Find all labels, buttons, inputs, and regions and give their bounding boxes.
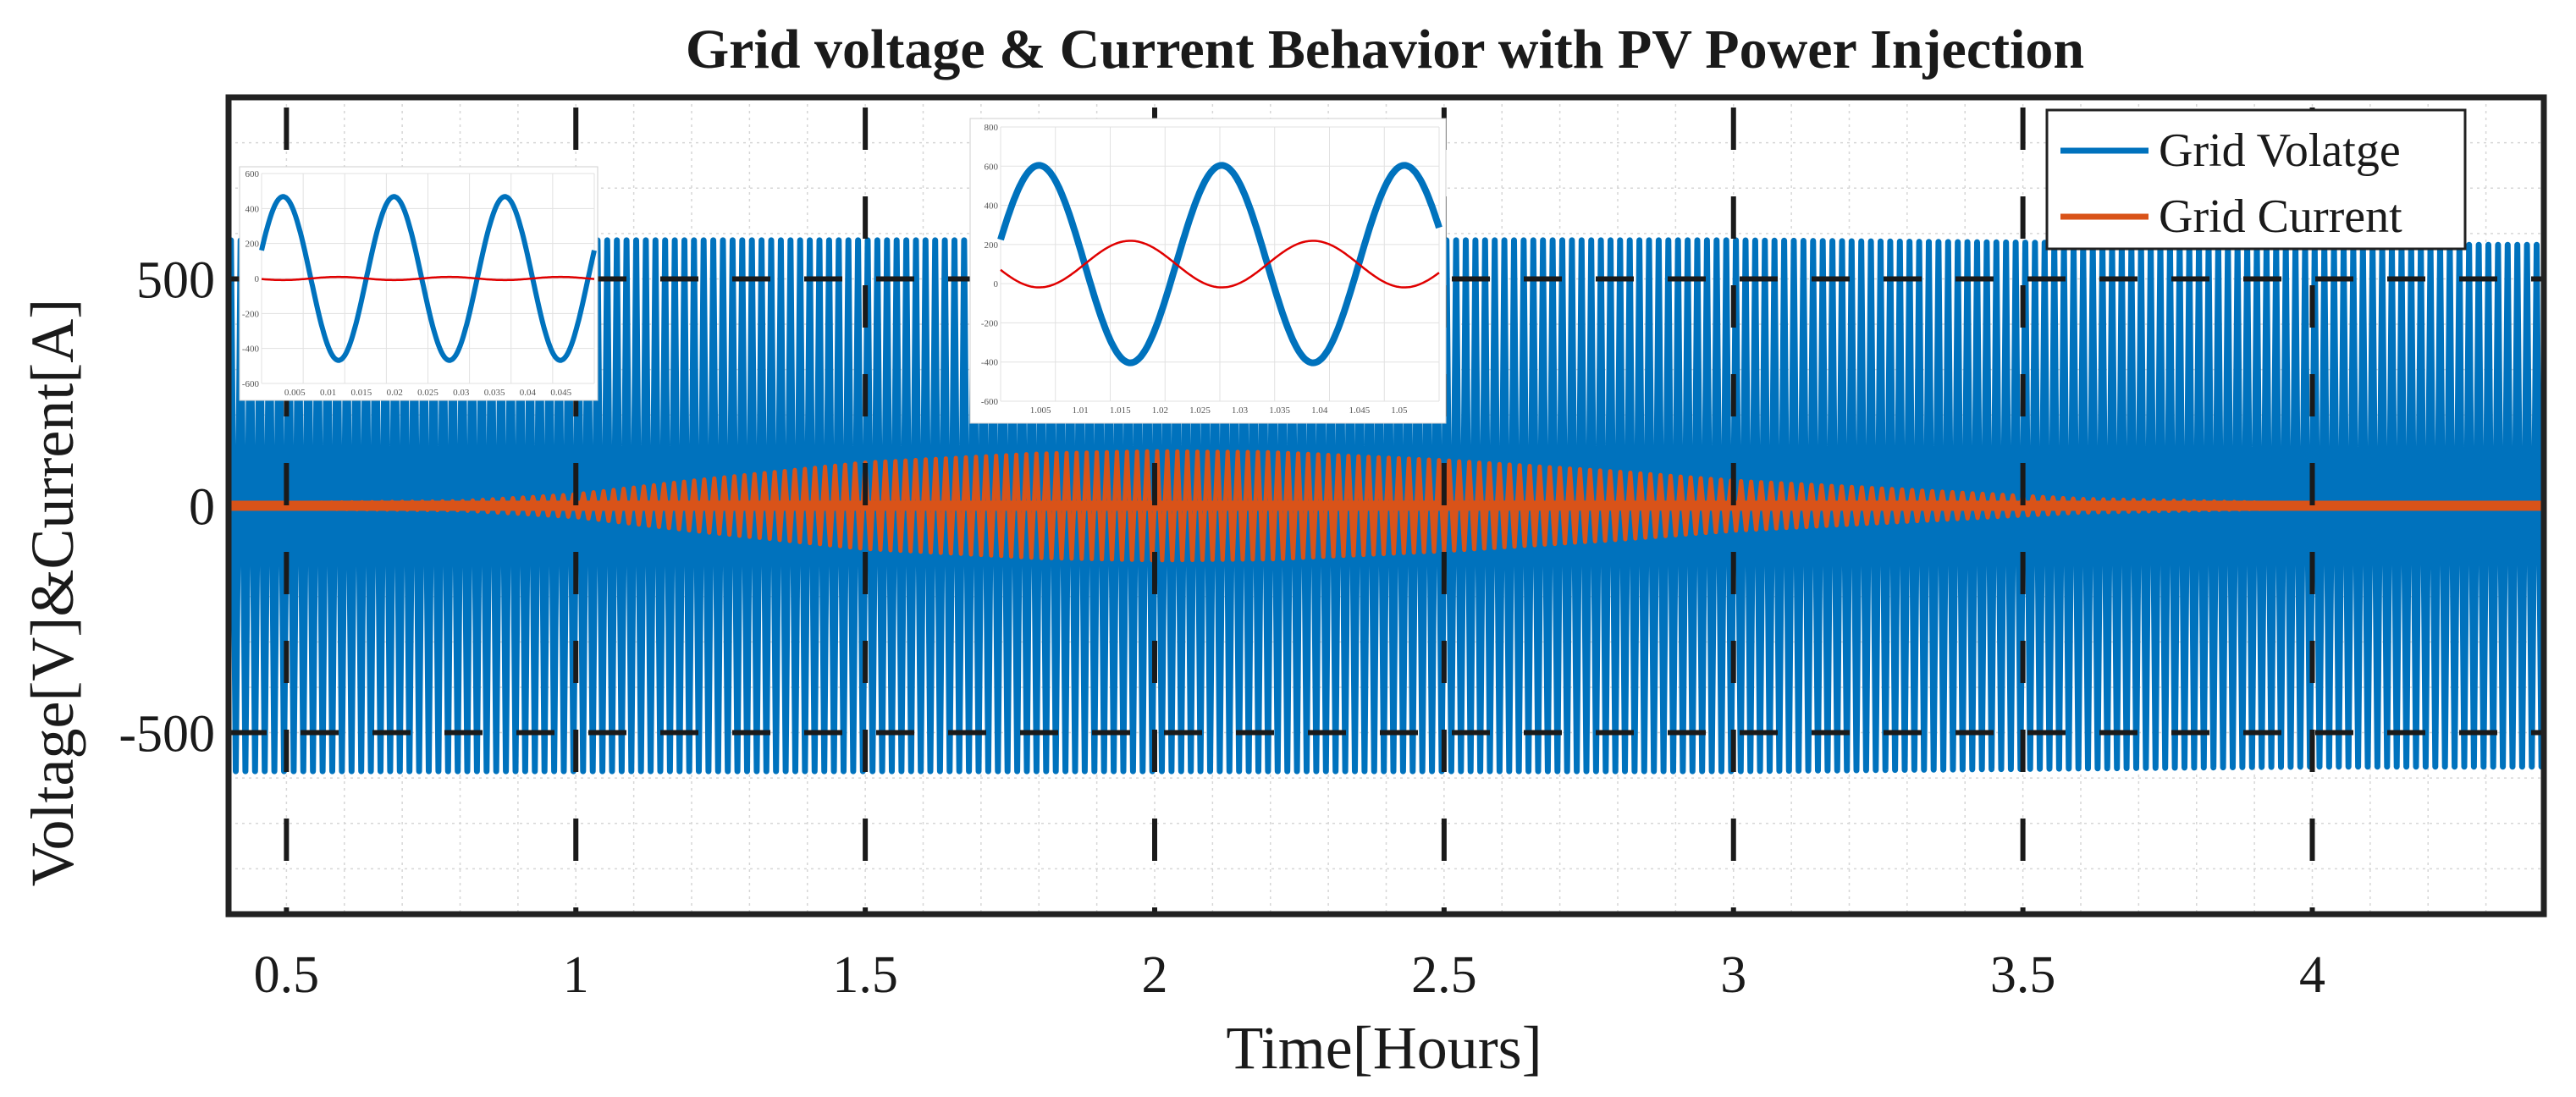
inset-center-voltage-line: [997, 162, 1442, 367]
inset-center-y-tick-label: -200: [981, 318, 999, 328]
x-tick-label: 0.5: [254, 946, 320, 1004]
y-tick-label: 0: [189, 479, 215, 537]
inset-left-y-tick-label: -600: [242, 379, 260, 389]
x-axis-label: Time[Hours]: [1226, 1014, 1542, 1082]
inset-left-current-line: [261, 275, 595, 282]
inset-left-x-tick-label: 0.015: [351, 388, 372, 398]
inset-center-x-tick-label: 1.03: [1232, 405, 1249, 416]
inset-center-x-tick-label: 1.005: [1030, 405, 1051, 416]
inset-left-x-tick-label: 0.03: [453, 388, 470, 398]
x-tick-label: 1: [563, 946, 589, 1004]
y-tick-label: -500: [119, 706, 215, 763]
inset-center-x-tick-label: 1.015: [1110, 405, 1131, 416]
legend: Grid Volatge Grid Current: [2045, 108, 2467, 251]
x-tick-label: 2: [1142, 946, 1168, 1004]
x-tick-label: 4: [2299, 946, 2325, 1004]
inset-left-y-tick-label: 200: [245, 240, 260, 250]
y-axis-label: Voltage[V]&Current[A]: [19, 299, 86, 886]
inset-left-x-tick-label: 0.025: [417, 388, 439, 398]
inset-center-y-tick-label: 800: [985, 123, 999, 133]
legend-label-current: Grid Current: [2159, 190, 2402, 243]
inset-left-frame: [239, 166, 598, 401]
inset-left-x-tick-label: 0.02: [387, 388, 403, 398]
inset-left-x-tick-label: 0.035: [484, 388, 505, 398]
legend-label-voltage: Grid Volatge: [2159, 124, 2401, 177]
inset-left-y-tick-label: 400: [245, 204, 260, 214]
inset-left-x-tick-label: 0.01: [320, 388, 336, 398]
inset-center-y-tick-label: 600: [985, 162, 999, 172]
chart-title: Grid voltage & Current Behavior with PV …: [686, 19, 2084, 80]
inset-left: 600 400 200 0 -200 -400 -600 0.005 0.01 0.015 0.02…: [239, 166, 598, 401]
inset-left-voltage-line: [259, 194, 597, 363]
x-tick-label: 2.5: [1411, 946, 1477, 1004]
inset-center-y-tick-label: 400: [985, 201, 999, 212]
inset-left-x-tick-label: 0.04: [520, 388, 537, 398]
inset-center-y-tick-label: -600: [981, 397, 999, 407]
inset-center-y-tick-label: -400: [981, 358, 999, 368]
inset-left-x-tick-label: 0.005: [284, 388, 306, 398]
inset-center-current-line: [1000, 240, 1440, 289]
inset-center-x-tick-label: 1.05: [1391, 405, 1408, 416]
inset-center-y-tick-label: 0: [994, 279, 999, 289]
inset-center-x-tick-label: 1.02: [1152, 405, 1168, 416]
x-tick-label: 1.5: [832, 946, 898, 1004]
x-tick-label: 3: [1720, 946, 1746, 1004]
y-tick-label: 500: [136, 251, 215, 309]
inset-left-y-tick-label: -400: [242, 345, 260, 355]
inset-center-x-tick-label: 1.035: [1269, 405, 1290, 416]
inset-center: 800 600 400 200 0 -200 -400 -600 1.005 1.01 1.015 1…: [969, 118, 1447, 424]
inset-left-y-tick-label: 0: [255, 274, 260, 284]
inset-center-x-tick-label: 1.045: [1349, 405, 1370, 416]
x-tick-label: 3.5: [1990, 946, 2056, 1004]
series-group: [229, 237, 2544, 775]
axes-box: [225, 94, 2547, 918]
inset-left-y-tick-label: 600: [245, 169, 260, 179]
legend-box: [2045, 108, 2467, 251]
inset-center-x-tick-label: 1.025: [1189, 405, 1211, 416]
inset-left-x-tick-label: 0.045: [550, 388, 571, 398]
inset-center-x-tick-label: 1.04: [1311, 405, 1328, 416]
inset-center-y-tick-label: 200: [985, 240, 999, 251]
inset-left-y-tick-label: -200: [242, 309, 260, 319]
plot-area: 0.5 1 1.5 2 2.5 3 3.5 4 500 0 -500 600 400 200 0 -200 -4…: [119, 94, 2547, 1004]
inset-center-x-tick-label: 1.01: [1073, 405, 1089, 416]
